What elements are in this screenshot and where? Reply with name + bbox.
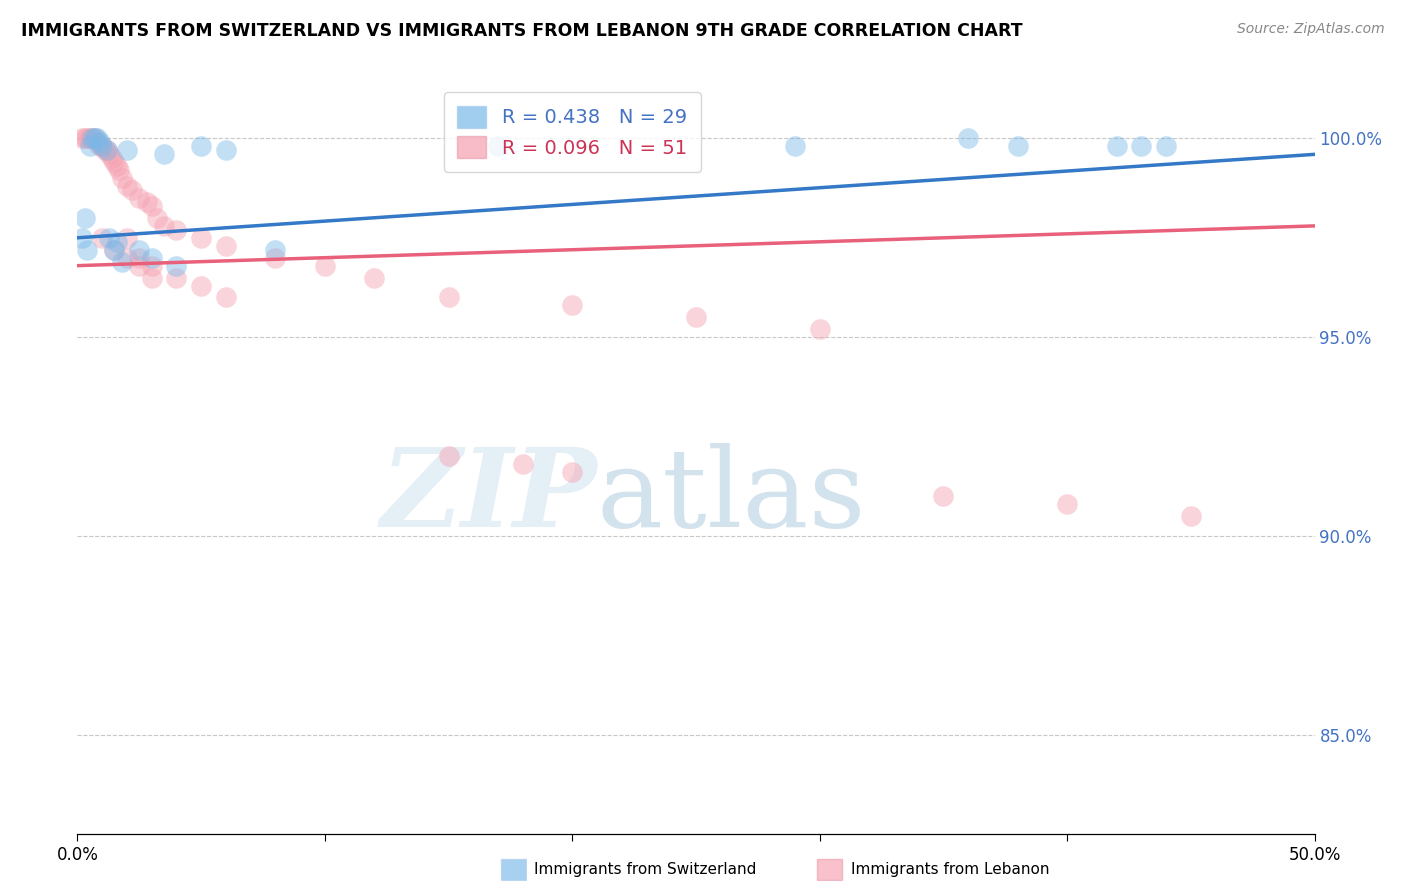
Text: Immigrants from Switzerland: Immigrants from Switzerland — [534, 863, 756, 877]
Point — [264, 251, 287, 265]
Point — [115, 179, 138, 194]
Point — [98, 231, 121, 245]
Point — [76, 243, 98, 257]
Point — [83, 131, 105, 145]
Point — [685, 310, 707, 325]
Point — [932, 489, 955, 503]
Point — [91, 139, 114, 153]
Point — [79, 131, 101, 145]
Text: atlas: atlas — [598, 443, 866, 550]
Point — [86, 131, 108, 145]
Point — [135, 195, 157, 210]
Point — [486, 139, 509, 153]
Point — [73, 211, 96, 225]
Text: ZIP: ZIP — [381, 442, 598, 550]
Text: Source: ZipAtlas.com: Source: ZipAtlas.com — [1237, 22, 1385, 37]
Point — [808, 322, 831, 336]
Point — [101, 151, 124, 165]
Point — [91, 231, 114, 245]
Point — [165, 223, 187, 237]
Point — [82, 131, 104, 145]
Point — [437, 450, 460, 464]
Point — [121, 183, 143, 197]
Point — [82, 131, 104, 145]
Point — [96, 144, 118, 158]
Point — [153, 219, 176, 233]
Point — [314, 259, 336, 273]
Point — [957, 131, 980, 145]
Legend: R = 0.438   N = 29, R = 0.096   N = 51: R = 0.438 N = 29, R = 0.096 N = 51 — [444, 92, 700, 172]
Point — [89, 139, 111, 153]
Point — [190, 139, 212, 153]
Point — [103, 243, 125, 257]
Point — [83, 131, 105, 145]
Point — [215, 290, 238, 304]
Point — [165, 259, 187, 273]
Point — [783, 139, 806, 153]
Point — [96, 144, 118, 158]
Point — [115, 251, 138, 265]
Point — [437, 290, 460, 304]
Point — [1007, 139, 1029, 153]
Point — [73, 131, 96, 145]
Point — [141, 251, 163, 265]
Point — [153, 147, 176, 161]
Point — [72, 231, 94, 245]
Point — [89, 136, 111, 150]
Point — [115, 144, 138, 158]
Point — [91, 139, 114, 153]
Point — [108, 163, 131, 178]
Point — [128, 243, 150, 257]
Point — [128, 251, 150, 265]
Point — [141, 199, 163, 213]
Point — [145, 211, 167, 225]
Point — [215, 144, 238, 158]
Point — [111, 254, 134, 268]
Point — [76, 131, 98, 145]
Point — [103, 155, 125, 169]
Point — [512, 458, 534, 472]
Point — [561, 466, 583, 480]
Point — [115, 231, 138, 245]
Point — [264, 243, 287, 257]
Point — [363, 270, 385, 285]
Point — [165, 270, 187, 285]
Point — [72, 131, 94, 145]
Point — [105, 159, 128, 173]
Point — [190, 278, 212, 293]
Point — [128, 191, 150, 205]
Point — [79, 139, 101, 153]
Point — [98, 147, 121, 161]
Point — [105, 235, 128, 249]
Point — [141, 270, 163, 285]
Point — [1180, 509, 1202, 524]
Point — [1056, 497, 1078, 511]
Point — [190, 231, 212, 245]
Text: Immigrants from Lebanon: Immigrants from Lebanon — [851, 863, 1049, 877]
Point — [561, 298, 583, 312]
Point — [86, 136, 108, 150]
Point — [111, 171, 134, 186]
Point — [128, 259, 150, 273]
Point — [1154, 139, 1177, 153]
Point — [141, 259, 163, 273]
Point — [103, 243, 125, 257]
Point — [215, 239, 238, 253]
Point — [1130, 139, 1153, 153]
Point — [93, 144, 115, 158]
Text: IMMIGRANTS FROM SWITZERLAND VS IMMIGRANTS FROM LEBANON 9TH GRADE CORRELATION CHA: IMMIGRANTS FROM SWITZERLAND VS IMMIGRANT… — [21, 22, 1022, 40]
Point — [1105, 139, 1128, 153]
